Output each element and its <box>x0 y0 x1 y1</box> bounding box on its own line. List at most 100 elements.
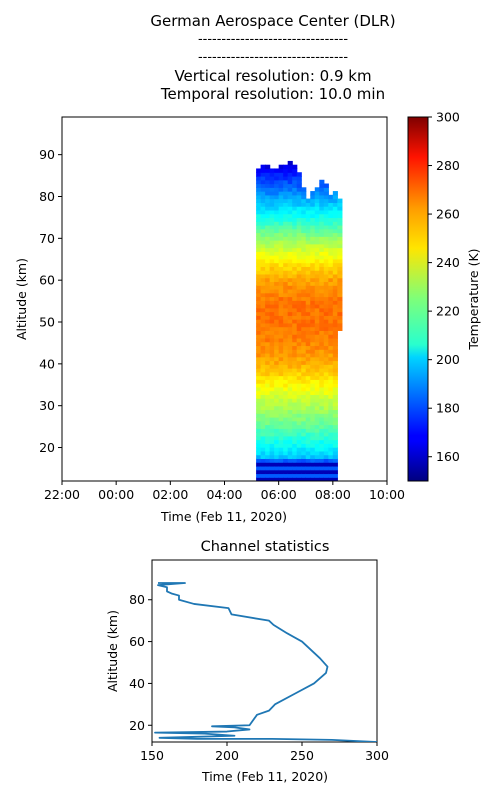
heatmap-cell <box>310 454 316 460</box>
heatmap-cell <box>323 251 329 256</box>
heatmap-cell <box>278 375 284 380</box>
heatmap-cell <box>328 228 334 234</box>
heatmap-cell <box>278 262 284 267</box>
heatmap-cell <box>278 191 284 196</box>
heatmap-cell <box>310 217 316 222</box>
heatmap-cell <box>265 465 271 471</box>
heatmap-cell <box>323 447 329 452</box>
heatmap-cell <box>269 462 275 467</box>
heatmap-cell <box>328 450 334 456</box>
line-y-tick-label: 40 <box>129 676 145 691</box>
heatmap-cell <box>256 191 262 196</box>
heatmap-cell <box>323 270 329 275</box>
heatmap-cell <box>283 371 289 377</box>
heatmap-cell <box>332 337 338 343</box>
heatmap-cell <box>301 368 307 373</box>
heatmap-cell <box>305 304 311 309</box>
heatmap-cell <box>305 443 311 448</box>
heatmap-cell <box>328 213 334 219</box>
heatmap-cell <box>323 469 329 475</box>
heatmap-cell <box>283 281 289 286</box>
heatmap-cell <box>319 307 325 313</box>
heatmap-cell <box>310 326 316 331</box>
heatmap-cell <box>260 428 266 433</box>
heatmap-cell <box>296 360 302 365</box>
heatmap-cell <box>260 296 266 301</box>
heatmap-cell <box>310 292 316 298</box>
heatmap-cell <box>319 262 325 267</box>
heatmap-cell <box>265 401 271 407</box>
heatmap-x-tick-label: 22:00 <box>44 487 80 502</box>
heatmap-cell <box>314 202 320 207</box>
heatmap-cell <box>310 209 316 215</box>
heatmap-cell <box>310 262 316 267</box>
heatmap-cell <box>274 473 280 478</box>
heatmap-cell <box>301 311 307 316</box>
heatmap-cell <box>278 337 284 343</box>
heatmap-cell <box>328 277 334 283</box>
heatmap-cell <box>310 236 316 241</box>
heatmap-cell <box>296 213 302 219</box>
heatmap-cell <box>265 424 271 429</box>
heatmap-cell <box>296 447 302 452</box>
heatmap-cell <box>323 356 329 362</box>
heatmap-cell <box>260 379 266 384</box>
heatmap-cell <box>283 352 289 358</box>
heatmap-cell <box>296 368 302 373</box>
heatmap-cell <box>269 179 275 185</box>
heatmap-cell <box>296 319 302 324</box>
heatmap-cell <box>269 465 275 471</box>
heatmap-cell <box>323 232 329 237</box>
heatmap-cell <box>319 416 325 422</box>
heatmap-cell <box>287 232 293 237</box>
heatmap-cell <box>265 428 271 433</box>
heatmap-cell <box>283 243 289 249</box>
heatmap-cell <box>314 394 320 399</box>
heatmap-cell <box>269 447 275 452</box>
heatmap-cell <box>305 322 311 328</box>
heatmap-cell <box>256 179 262 185</box>
heatmap-cell <box>256 416 262 422</box>
heatmap-cell <box>278 183 284 188</box>
heatmap-cell <box>332 401 338 407</box>
heatmap-cell <box>323 300 329 305</box>
heatmap-x-tick-label: 06:00 <box>261 487 297 502</box>
heatmap-cell <box>328 390 334 395</box>
heatmap-cell <box>328 465 334 471</box>
heatmap-cell <box>283 168 289 173</box>
heatmap-cell <box>296 281 302 286</box>
line-y-tick-label: 80 <box>129 592 145 607</box>
heatmap-y-tick-label: 40 <box>39 356 55 371</box>
heatmap-cell <box>278 352 284 358</box>
heatmap-cell <box>314 401 320 407</box>
heatmap-cell <box>274 435 280 441</box>
heatmap-cell <box>278 443 284 448</box>
heatmap-cell <box>332 352 338 358</box>
heatmap-cell <box>274 285 280 290</box>
heatmap-cell <box>256 386 262 392</box>
heatmap-cell <box>328 258 334 264</box>
heatmap-cell <box>319 368 325 373</box>
heatmap-cell <box>301 315 307 320</box>
heatmap-cell <box>278 304 284 309</box>
heatmap-cell <box>305 364 311 369</box>
heatmap-cell <box>328 292 334 298</box>
heatmap-cell <box>283 447 289 452</box>
heatmap-cell <box>278 360 284 365</box>
heatmap-cell <box>296 277 302 283</box>
heatmap-y-tick-label: 30 <box>39 398 55 413</box>
heatmap-cell <box>323 364 329 369</box>
heatmap-cell <box>287 262 293 267</box>
heatmap-cell <box>296 462 302 467</box>
heatmap-cell <box>274 462 280 467</box>
heatmap-cell <box>296 273 302 279</box>
heatmap-cell <box>256 454 262 460</box>
heatmap-cell <box>292 240 298 245</box>
heatmap-cell <box>256 319 262 324</box>
heatmap-cell <box>292 405 298 411</box>
heatmap-cell <box>301 247 307 252</box>
heatmap-cell <box>269 213 275 219</box>
heatmap-cell <box>283 251 289 256</box>
heatmap-cell <box>283 465 289 471</box>
heatmap-cell <box>328 281 334 286</box>
